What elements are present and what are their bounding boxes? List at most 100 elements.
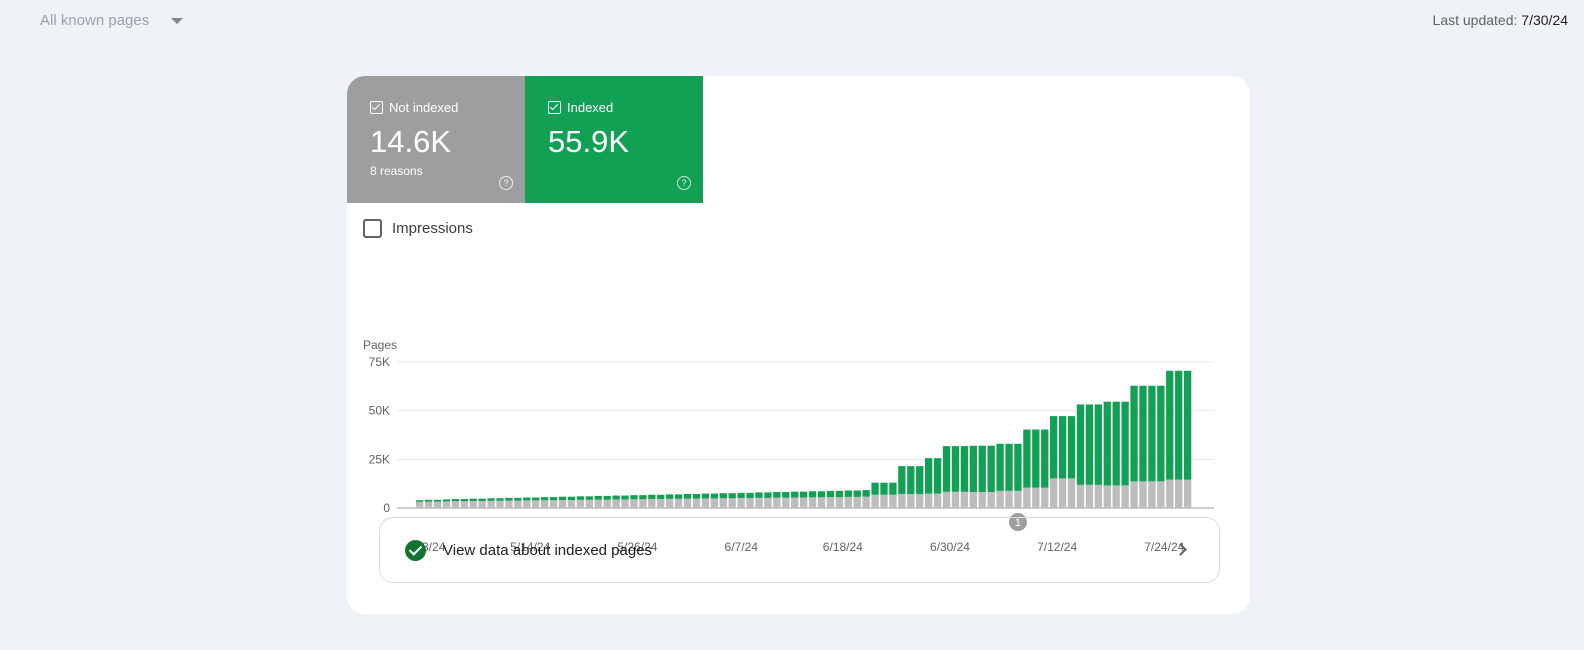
- bar-not-indexed: [639, 499, 647, 508]
- bar-indexed: [558, 496, 567, 501]
- bar-not-indexed: [514, 500, 522, 508]
- bar-indexed: [701, 493, 710, 499]
- bar-indexed: [871, 482, 879, 495]
- bar-not-indexed: [1014, 490, 1022, 508]
- bar-not-indexed: [674, 498, 683, 508]
- bar-indexed: [782, 492, 790, 498]
- checkbox-checked-icon[interactable]: [370, 101, 383, 114]
- y-axis-label: Pages: [363, 338, 397, 352]
- bar-not-indexed: [442, 501, 451, 508]
- bar-not-indexed: [505, 500, 513, 508]
- bar-not-indexed: [585, 499, 593, 508]
- bar-not-indexed: [1023, 487, 1031, 508]
- bar-indexed: [674, 494, 683, 499]
- bar-indexed: [612, 495, 620, 500]
- bar-indexed: [969, 445, 977, 493]
- not-indexed-label: Not indexed: [389, 100, 459, 115]
- bar-not-indexed: [755, 497, 763, 508]
- bar-not-indexed: [1112, 485, 1120, 508]
- chevron-right-icon: [1174, 543, 1187, 556]
- bar-not-indexed: [1076, 484, 1085, 508]
- bar-indexed: [1130, 385, 1138, 482]
- bar-indexed: [541, 497, 549, 501]
- bar-not-indexed: [951, 491, 960, 508]
- view-indexed-pages-link[interactable]: View data about indexed pages: [379, 517, 1220, 583]
- bar-not-indexed: [567, 500, 576, 508]
- bar-not-indexed: [1175, 479, 1183, 508]
- bar-indexed: [514, 497, 522, 501]
- bar-not-indexed: [826, 497, 835, 508]
- bar-not-indexed: [933, 493, 942, 508]
- bar-indexed: [1103, 401, 1111, 486]
- bar-indexed: [960, 446, 969, 492]
- bar-indexed: [1050, 416, 1058, 479]
- help-icon[interactable]: ?: [499, 176, 513, 190]
- bar-indexed: [424, 499, 433, 502]
- bar-indexed: [1058, 416, 1067, 479]
- bar-indexed: [630, 495, 638, 500]
- bar-indexed: [916, 466, 924, 494]
- bar-indexed: [639, 495, 647, 500]
- bar-indexed: [666, 494, 674, 499]
- bar-indexed: [942, 446, 951, 492]
- bar-indexed: [844, 490, 852, 497]
- bar-not-indexed: [898, 493, 906, 508]
- bar-not-indexed: [737, 498, 745, 508]
- impressions-checkbox[interactable]: [363, 219, 382, 238]
- bar-not-indexed: [808, 497, 817, 508]
- bar-not-indexed: [487, 500, 495, 508]
- bar-not-indexed: [862, 496, 870, 508]
- bar-not-indexed: [773, 497, 781, 508]
- bar-not-indexed: [478, 500, 486, 508]
- bar-indexed: [1121, 401, 1129, 486]
- bar-indexed: [1041, 429, 1049, 488]
- not-indexed-tile[interactable]: Not indexed 14.6K 8 reasons ?: [347, 76, 525, 203]
- bar-not-indexed: [925, 493, 933, 508]
- bar-not-indexed: [969, 492, 977, 508]
- help-icon[interactable]: ?: [677, 176, 691, 190]
- bar-indexed: [505, 497, 513, 501]
- bar-not-indexed: [791, 497, 799, 508]
- bar-indexed: [951, 446, 960, 492]
- bar-not-indexed: [987, 492, 995, 508]
- bar-not-indexed: [880, 494, 888, 508]
- bar-not-indexed: [817, 497, 826, 508]
- bar-not-indexed: [1067, 478, 1076, 508]
- bar-indexed: [1157, 385, 1165, 482]
- bar-not-indexed: [683, 498, 692, 508]
- bar-not-indexed: [1183, 479, 1192, 508]
- bar-not-indexed: [1139, 481, 1147, 508]
- checkbox-checked-icon[interactable]: [548, 101, 561, 114]
- bar-indexed: [567, 496, 576, 501]
- bar-not-indexed: [594, 499, 602, 508]
- view-indexed-pages-label: View data about indexed pages: [443, 541, 653, 559]
- bar-not-indexed: [416, 501, 424, 508]
- bar-not-indexed: [978, 492, 986, 508]
- y-tick-label: 75K: [369, 355, 390, 369]
- bar-not-indexed: [835, 497, 844, 508]
- bar-indexed: [826, 490, 835, 498]
- bar-not-indexed: [916, 493, 924, 508]
- bar-indexed: [773, 492, 781, 498]
- bar-not-indexed: [746, 498, 754, 508]
- bar-indexed: [1139, 385, 1147, 482]
- indexed-tile[interactable]: Indexed 55.9K ?: [525, 76, 703, 203]
- bar-indexed: [1032, 429, 1040, 488]
- bar-not-indexed: [433, 501, 442, 508]
- bar-indexed: [907, 466, 915, 494]
- bar-not-indexed: [853, 496, 861, 508]
- bar-not-indexed: [710, 498, 718, 508]
- bar-indexed: [523, 497, 531, 501]
- impressions-toggle[interactable]: Impressions: [363, 219, 473, 238]
- bar-not-indexed: [558, 500, 567, 508]
- bar-indexed: [1094, 404, 1102, 485]
- pages-filter-dropdown[interactable]: All known pages: [40, 12, 184, 29]
- bar-not-indexed: [451, 501, 460, 508]
- bar-indexed: [576, 496, 585, 500]
- bar-indexed: [451, 499, 460, 502]
- bar-indexed: [710, 493, 718, 499]
- bar-indexed: [925, 458, 933, 494]
- bar-indexed: [683, 493, 692, 499]
- bar-indexed: [791, 491, 799, 498]
- check-circle-icon: [405, 540, 426, 561]
